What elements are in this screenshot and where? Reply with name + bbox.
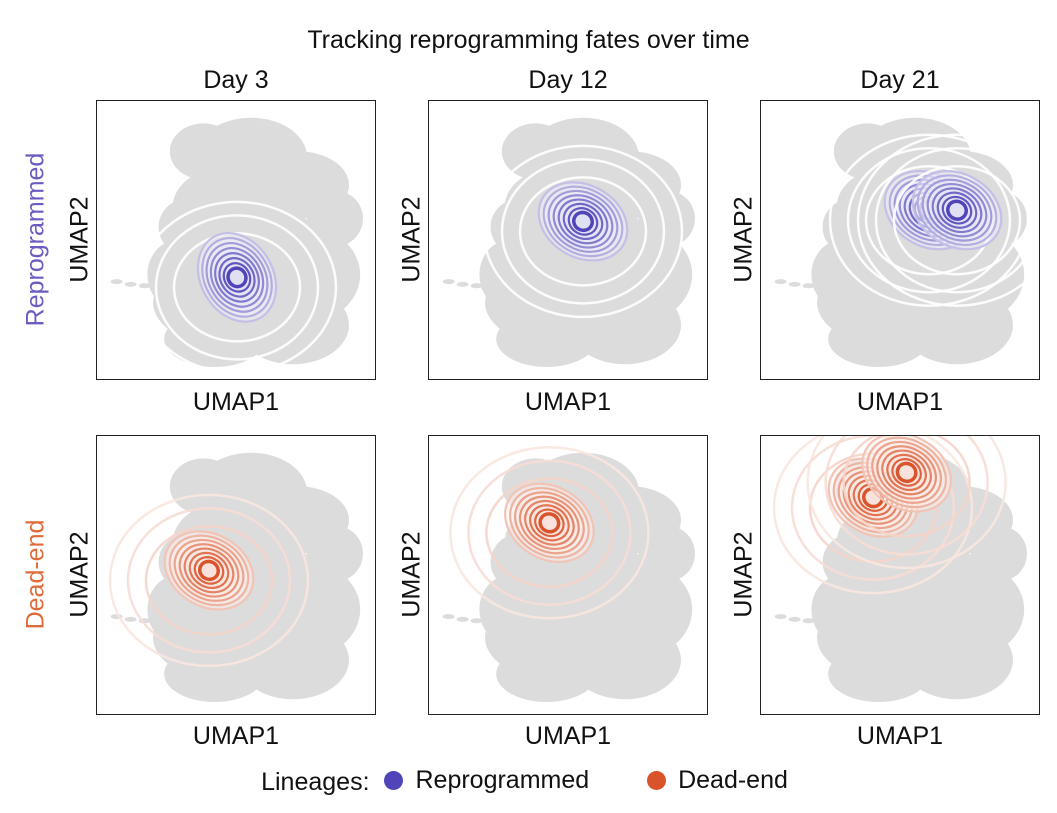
panel-reprogrammed-day21 [760, 100, 1040, 380]
density-peak [449, 446, 650, 620]
density-peak [482, 144, 684, 319]
x-axis-label: UMAP1 [856, 388, 944, 416]
umap-background [442, 452, 695, 702]
density-peak [136, 200, 338, 375]
legend: Lineages: Reprogrammed Dead-end [0, 766, 1057, 797]
density-peak [806, 436, 1007, 570]
panel-dead-end-day21 [760, 435, 1040, 715]
panel-dead-end-day3 [96, 435, 376, 715]
y-axis-label: UMAP2 [397, 196, 426, 283]
y-axis-label: UMAP2 [65, 531, 94, 618]
legend-dot-icon [384, 771, 404, 790]
y-axis-label: UMAP2 [729, 531, 758, 618]
legend-title: Lineages: [261, 768, 370, 796]
panel-dead-end-day12 [428, 435, 708, 715]
y-axis-label: UMAP2 [729, 196, 758, 283]
panel-reprogrammed-day12 [428, 100, 708, 380]
panel-reprogrammed-day3 [96, 100, 376, 380]
x-axis-label: UMAP1 [192, 722, 280, 750]
y-axis-label: UMAP2 [397, 531, 426, 618]
density-peak [856, 133, 1039, 307]
row-label-dead-end: Dead-end [21, 519, 50, 630]
x-axis-label: UMAP1 [524, 388, 612, 416]
y-axis-label: UMAP2 [65, 196, 94, 283]
column-title-day3: Day 3 [203, 66, 269, 94]
x-axis-label: UMAP1 [524, 722, 612, 750]
legend-item-reprogrammed: Reprogrammed [384, 766, 589, 795]
row-label-reprogrammed: Reprogrammed [21, 152, 50, 327]
legend-label: Dead-end [678, 766, 788, 794]
density-peak [108, 493, 310, 668]
legend-label: Reprogrammed [415, 766, 590, 794]
legend-item-dead-end: Dead-end [647, 766, 788, 795]
column-title-day21: Day 21 [860, 66, 940, 94]
legend-dot-icon [647, 771, 667, 790]
figure-title: Tracking reprogramming fates over time [307, 26, 750, 54]
column-title-day12: Day 12 [528, 66, 608, 94]
x-axis-label: UMAP1 [856, 722, 944, 750]
x-axis-label: UMAP1 [192, 388, 280, 416]
